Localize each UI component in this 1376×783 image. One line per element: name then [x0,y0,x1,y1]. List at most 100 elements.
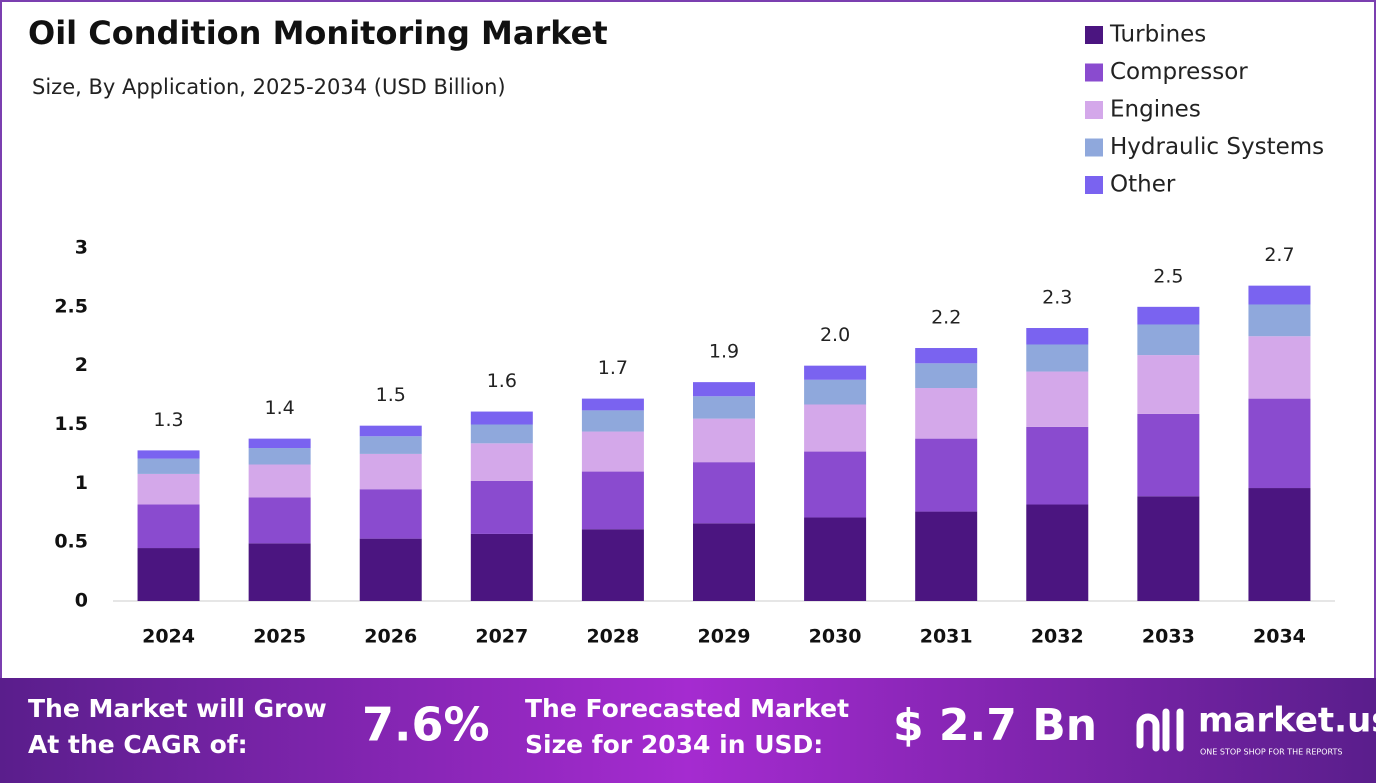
bar-segment [1026,426,1089,505]
bar-segment [804,404,867,452]
legend-swatch [1085,176,1103,194]
brand-icon [1136,708,1184,752]
total-label: 1.3 [153,409,183,431]
bar-segment [1026,371,1089,427]
x-tick-label: 2029 [698,626,751,648]
x-tick-label: 2028 [586,626,639,648]
legend-label: Turbines [1109,22,1206,48]
legend-swatch [1085,101,1103,119]
bar-segment [915,363,978,389]
bar-segment [915,511,978,601]
bar-segment [693,418,755,463]
bar-segment [804,451,867,518]
total-label: 2.7 [1264,244,1294,266]
legend: Turbines Compressor Engines Hydraulic Syste… [1085,22,1324,198]
brand-tagline: ONE STOP SHOP FOR THE REPORTS [1200,748,1342,757]
bar-segment [137,458,200,474]
x-tick-label: 2026 [364,626,417,648]
total-label: 1.9 [709,341,739,363]
chart-subtitle: Size, By Application, 2025-2034 (USD Bil… [32,75,506,99]
bar-segment [693,396,755,419]
bar-segment [693,382,755,397]
bar-segment [915,388,978,439]
legend-label: Compressor [1110,59,1248,85]
total-label: 1.7 [598,357,628,379]
bar-segment [137,473,200,505]
x-tick-label: 2032 [1031,626,1084,648]
bar-segment [1137,413,1200,497]
bar-segment [1137,324,1200,356]
bar-segment [1248,488,1311,601]
total-label: 1.4 [265,397,295,419]
bar-segment [470,411,533,425]
bar-segment [470,424,533,444]
bar-segment [581,529,644,601]
footer-text: At the CAGR of: [28,730,248,759]
footer-value: $ 2.7 Bn [893,700,1097,751]
bar-segment [1026,344,1089,372]
legend-label: Hydraulic Systems [1110,134,1324,160]
bar-segment [137,548,200,601]
bar-segment [693,462,755,524]
bar-segment [137,504,200,549]
bar-segment [1248,285,1311,305]
footer-text: Size for 2034 in USD: [525,730,823,759]
total-label: 1.6 [487,370,517,392]
x-tick-label: 2031 [920,626,973,648]
bar-segment [1248,304,1311,337]
bar-segment [581,471,644,530]
bar-segment [359,453,422,490]
bar-segment [1137,355,1200,414]
x-tick-label: 2025 [253,626,306,648]
total-label: 2.3 [1042,287,1072,309]
bar-segment [248,497,311,544]
total-label: 2.5 [1153,265,1183,287]
total-label: 1.5 [376,384,406,406]
legend-label: Other [1110,172,1176,198]
bar-segment [804,517,867,601]
y-tick-label: 0 [75,590,88,612]
footer-band [0,678,1376,783]
bar-segment [359,436,422,454]
bar-segment [1248,398,1311,489]
bar-segment [693,523,755,601]
y-tick-label: 2 [75,354,88,376]
brand: market.us [1198,701,1376,741]
x-tick-label: 2027 [475,626,528,648]
y-tick-label: 2.5 [54,295,88,317]
bar-segment [581,431,644,472]
bar-segment [1026,328,1089,345]
bar-segment [915,438,978,512]
y-tick-label: 0.5 [54,531,88,553]
bar-segment [248,543,311,601]
footer-value: 7.6% [362,698,490,752]
bar-segment [1026,504,1089,601]
total-label: 2.2 [931,307,961,329]
legend-swatch [1085,63,1103,82]
y-tick-label: 1.5 [54,413,88,435]
x-tick-label: 2030 [809,626,862,648]
footer-text: The Forecasted Market [525,694,849,723]
bar-segment [359,489,422,539]
bar-segment [915,348,978,364]
y-tick-label: 1 [75,472,88,494]
legend-swatch [1085,26,1103,44]
bar-segment [581,398,644,411]
bar-segment [359,425,422,437]
chart-title: Oil Condition Monitoring Market [28,14,608,52]
bar-segment [248,464,311,498]
bar-segment [248,448,311,465]
y-tick-label: 3 [75,237,88,259]
bar-segment [248,438,311,449]
legend-swatch [1085,138,1103,157]
bar-segment [1137,306,1200,325]
bar-segment [1137,496,1200,601]
bar-segment [470,480,533,534]
bar-segment [1248,336,1311,399]
bar-segment [804,365,867,380]
legend-label: Engines [1110,97,1201,123]
footer-text: The Market will Grow [28,694,327,723]
x-tick-label: 2033 [1142,626,1195,648]
